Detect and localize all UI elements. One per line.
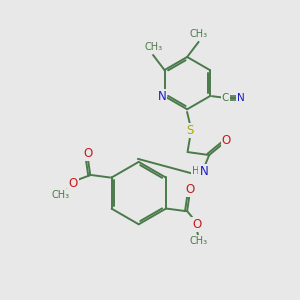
Text: CH₃: CH₃ [189,236,207,246]
Text: O: O [185,183,194,196]
Text: N: N [158,90,167,103]
Text: O: O [192,218,201,231]
Text: CH₃: CH₃ [144,42,162,52]
Text: O: O [222,134,231,147]
Text: N: N [200,165,208,178]
Text: CH₃: CH₃ [52,190,70,200]
Text: O: O [83,147,92,160]
Text: S: S [186,124,194,137]
Text: CH₃: CH₃ [190,29,208,39]
Text: H: H [192,166,199,176]
Text: N: N [237,93,244,103]
Text: C: C [222,93,229,103]
Text: O: O [68,177,78,190]
